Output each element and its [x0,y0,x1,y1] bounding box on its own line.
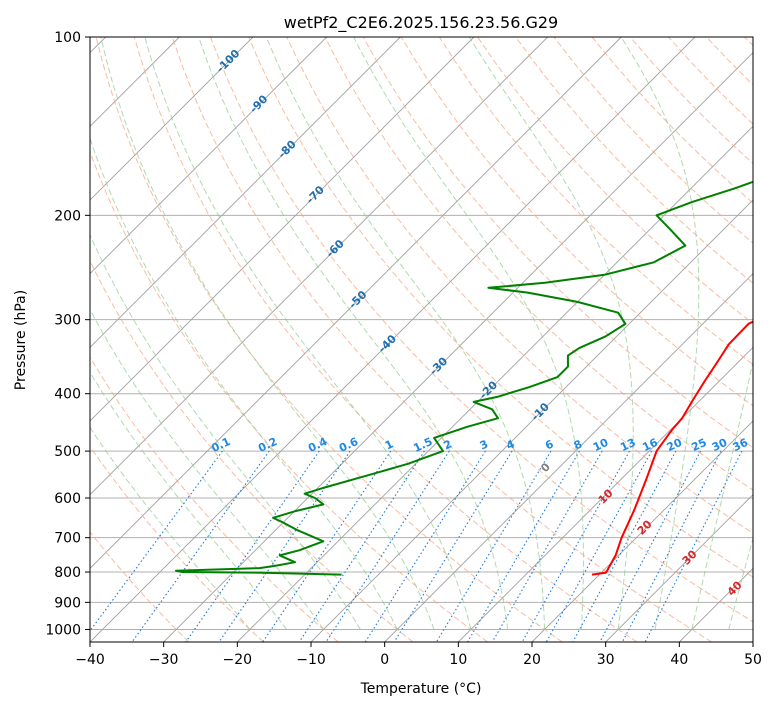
x-tick-label: 30 [597,652,615,668]
mixing-ratio-line [545,450,653,642]
dry-adiabat-line [90,531,190,642]
x-tick-label: 20 [523,652,541,668]
moist-adiabat-line [90,371,288,630]
isotherm-line [90,37,622,569]
dry-adiabat-line [90,445,264,642]
x-axis-label: Temperature (°C) [360,681,482,697]
moist-adiabat-line [468,37,634,630]
dry-adiabat-line [248,37,753,578]
mixing-ratio-label: 25 [689,436,708,454]
moist-adiabat-line [90,233,361,630]
moist-adiabat-line [198,37,509,630]
x-tick-label: 40 [670,652,688,668]
dry-adiabat-line [90,259,414,642]
mixing-ratio-label: 36 [731,436,751,454]
dry-adiabat-line [210,37,753,623]
dry-adiabat-line [90,150,488,642]
x-tick-label: −40 [75,652,105,668]
moist-adiabat-line [90,136,398,630]
mixing-ratio-line [572,450,677,642]
isotherm-line [90,37,696,642]
dewpoint-line [175,180,753,576]
mixing-ratio-line [325,450,450,642]
mixing-ratio-line [467,450,580,642]
dry-adiabat-line [438,37,753,366]
y-tick-label: 500 [54,444,81,460]
mixing-ratio-line [491,450,603,642]
moist-adiabat-line [353,37,584,630]
mixing-ratio-line [435,450,552,642]
y-axis-label: Pressure (hPa) [13,290,29,390]
isotherm-line [384,273,753,642]
moist-adiabat-line [100,37,435,630]
isotherm-line [531,420,753,642]
x-tick-label: 50 [744,652,762,668]
dry-adiabat-line [90,356,339,642]
mixing-ratio-line [393,450,513,642]
y-tick-label: 600 [54,491,81,507]
mixing-ratio-line [185,450,320,642]
x-tick-label: 10 [449,652,467,668]
mixing-ratio-line [364,450,486,642]
isotherm-line [90,37,475,422]
isotherm-line [90,37,548,496]
dry-adiabat-line [133,37,638,642]
plot-frame [89,36,754,643]
isotherm-line [90,37,401,348]
temperature-line [591,320,753,576]
dry-adiabat-line [515,37,753,284]
isotherm-line [605,494,753,642]
x-axis-ticks: −40 −30 −20 −10 0 10 20 30 40 50 [75,642,762,668]
isotherm-line [90,37,254,201]
mixing-ratio-label: 16 [640,436,660,454]
x-tick-label: −10 [296,652,326,668]
background-lines [90,37,753,642]
moist-adiabat-line [620,37,700,630]
dry-adiabat-line [400,37,753,407]
moist-adiabat-line [691,358,753,630]
y-tick-label: 900 [54,595,81,611]
y-tick-label: 300 [54,313,81,329]
mixing-ratio-label: 13 [618,436,637,454]
isotherm-line [458,346,753,642]
y-tick-label: 400 [54,387,81,403]
mixing-ratio-line [218,450,351,642]
dry-adiabat-line [286,37,753,534]
y-tick-label: 100 [54,30,81,46]
mixing-ratio-label: 20 [665,436,685,454]
x-tick-label: 0 [380,652,389,668]
mixing-ratio-line [521,450,630,642]
isotherm-line [237,125,753,642]
mixing-ratio-label: 10 [591,436,611,454]
mixing-ratio-label: 30 [710,436,730,454]
isotherm-line [163,52,753,642]
x-tick-label: −30 [149,652,179,668]
moist-adiabat-line [90,426,251,630]
dry-adiabat-line [171,37,712,642]
y-tick-label: 700 [54,531,81,547]
x-tick-label: −20 [223,652,253,668]
y-axis-ticks: 100 200 300 400 500 600 700 800 900 1000 [45,30,90,638]
chart-title: wetPf2_C2E6.2025.156.23.56.G29 [284,13,558,33]
y-tick-label: 1000 [45,622,81,638]
moist-adiabat-line [265,37,546,630]
dry-adiabat-line [95,37,563,642]
profile-lines [175,180,753,576]
y-tick-label: 800 [54,565,81,581]
isotherm-line [90,37,327,275]
y-tick-label: 200 [54,208,81,224]
